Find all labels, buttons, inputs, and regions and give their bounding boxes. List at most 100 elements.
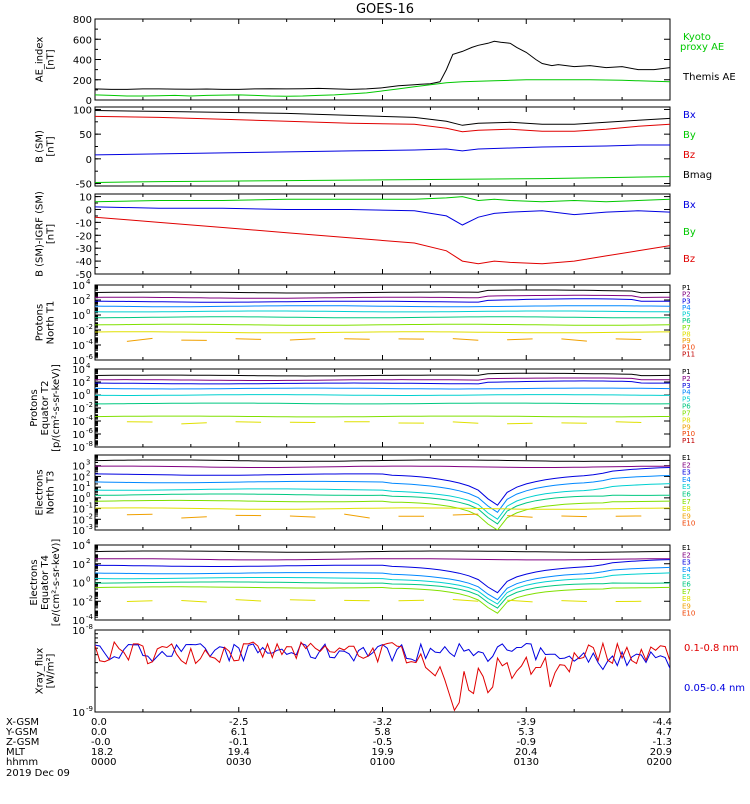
xray-ylabel-1: [W/m²] (46, 653, 57, 688)
pnorth-channel-3 (95, 299, 670, 302)
peq-legend-p11: P11 (682, 437, 695, 445)
eeq-ytick-exp: 2 (86, 557, 90, 565)
bigrf-series-bx (95, 207, 670, 225)
peq-channel-2 (95, 378, 670, 381)
pnorth-ytick-exp: -4 (86, 338, 94, 346)
bsm-ylabel-1: [nT] (46, 136, 57, 156)
ae-ytick-label: 200 (73, 76, 92, 87)
pnorth-channel-9 (507, 339, 532, 340)
peq-ytick-exp: -8 (86, 440, 93, 448)
pnorth-series-group (95, 290, 670, 341)
pnorth-channel-9 (561, 339, 587, 341)
enorth-channel-9 (344, 514, 370, 518)
pnorth-channel-5 (95, 311, 670, 312)
eeq-channel-8 (290, 600, 316, 601)
peq-ylabel-1: Equator T2 (40, 381, 51, 436)
pnorth-panel-frame (95, 285, 670, 360)
pnorth-ytick-label: 10 (72, 326, 85, 337)
eeq-channel-1 (95, 551, 670, 552)
peq-ytick-exp: -2 (86, 401, 93, 409)
eeq-ytick-exp: -4 (86, 613, 94, 621)
pnorth-ytick-label: 10 (72, 296, 85, 307)
enorth-channel-9 (453, 514, 479, 515)
eeq-ytick-label: 10 (72, 560, 85, 571)
pnorth-channel-9 (127, 338, 153, 341)
xaxis-row-label-hhmm: hhmm (6, 757, 38, 768)
pnorth-channel-9 (290, 339, 316, 340)
plot-title: GOES-16 (356, 2, 414, 17)
peq-channel-8 (453, 422, 479, 423)
pnorth-ytick-exp: 4 (86, 278, 91, 286)
peq-ylabel-2: [p/(cm²-s-sr-keV)] (51, 364, 62, 452)
enorth-ytick-exp: 3 (86, 459, 90, 467)
peq-channel-5 (95, 395, 670, 396)
eeq-series-group (95, 551, 670, 613)
xaxis-value: 0200 (647, 757, 672, 768)
pnorth-legend-p11: P11 (682, 350, 695, 358)
xray-series-group (95, 642, 670, 710)
enorth-channel-9 (561, 516, 587, 517)
eeq-channel-8 (181, 601, 207, 603)
bsm-legend-bz: Bz (683, 150, 695, 161)
peq-channel-7 (95, 416, 670, 417)
peq-channel-8 (507, 423, 532, 424)
enorth-ytick-exp: 1 (86, 480, 90, 488)
eeq-legend-e10: E10 (682, 610, 695, 618)
enorth-legend-e10: E10 (682, 520, 695, 528)
peq-ytick-label: 10 (72, 391, 85, 402)
eeq-channel-8 (399, 600, 425, 601)
peq-ytick-exp: 4 (86, 362, 91, 370)
pnorth-ytick-exp: 2 (86, 293, 90, 301)
bsm-ytick-label: 100 (73, 105, 92, 116)
xaxis-value: 0100 (370, 757, 395, 768)
eeq-ytick-label: 10 (72, 597, 85, 608)
bsm-series-group (95, 111, 670, 183)
bigrf-ytick-label: -40 (76, 257, 92, 268)
ae-series-themis-ae (95, 41, 670, 89)
pnorth-ytick-label: 10 (72, 281, 85, 292)
eeq-channel-5 (95, 573, 670, 604)
ae-ytick-label: 800 (73, 15, 92, 26)
bigrf-legend-by: By (683, 227, 696, 238)
bsm-legend-bx: Bx (683, 110, 696, 121)
bsm-ytick-label: 0 (86, 155, 92, 166)
enorth-ylabel-0: Electrons (35, 469, 46, 515)
pnorth-ytick-label: 10 (72, 341, 85, 352)
ae-ylabel-0: AE_index (35, 37, 46, 83)
enorth-ytick-label: 10 (72, 526, 85, 537)
pnorth-channel-9 (453, 339, 479, 341)
pnorth-channel-9 (616, 339, 642, 340)
eeq-ylabel-2: [e/(cm²-s-sr-keV)] (51, 539, 62, 627)
peq-channel-3 (95, 381, 670, 384)
enorth-ytick-label: 10 (72, 515, 85, 526)
bigrf-ytick-label: 0 (86, 205, 92, 216)
peq-channel-8 (181, 423, 207, 424)
eeq-channel-7 (95, 587, 670, 613)
peq-series-group (95, 373, 670, 424)
eeq-channel-8 (453, 600, 479, 602)
bsm-legend-bmag: Bmag (683, 170, 712, 181)
pnorth-channel-8 (95, 332, 670, 333)
peq-ytick-exp: -4 (86, 414, 94, 422)
peq-ytick-label: 10 (72, 404, 85, 415)
eeq-ytick-label: 10 (72, 541, 85, 552)
xray-ytick-exp: -9 (86, 705, 93, 713)
xray-legend-0: 0.1-0.8 nm (684, 643, 739, 654)
pnorth-channel-6 (95, 317, 670, 318)
enorth-ytick-label: 10 (72, 505, 85, 516)
peq-channel-6 (95, 403, 670, 404)
peq-channel-8 (616, 422, 642, 423)
peq-ylabel-0: Protons (29, 389, 40, 426)
enorth-channel-1 (95, 460, 670, 461)
ae-ytick-label: 400 (73, 56, 92, 67)
bigrf-ylabel-0: B (SM)-IGRF (SM) (35, 191, 46, 277)
bsm-ytick-label: -50 (76, 180, 92, 191)
xray-ytick-exp: -8 (86, 623, 93, 631)
enorth-ytick-label: 10 (72, 472, 85, 483)
enorth-ytick-label: 10 (72, 494, 85, 505)
bigrf-ylabel-1: [nT] (46, 224, 57, 244)
enorth-ytick-exp: -2 (86, 512, 93, 520)
enorth-ytick-exp: -3 (86, 523, 93, 531)
bigrf-legend-bz: Bz (683, 254, 695, 265)
